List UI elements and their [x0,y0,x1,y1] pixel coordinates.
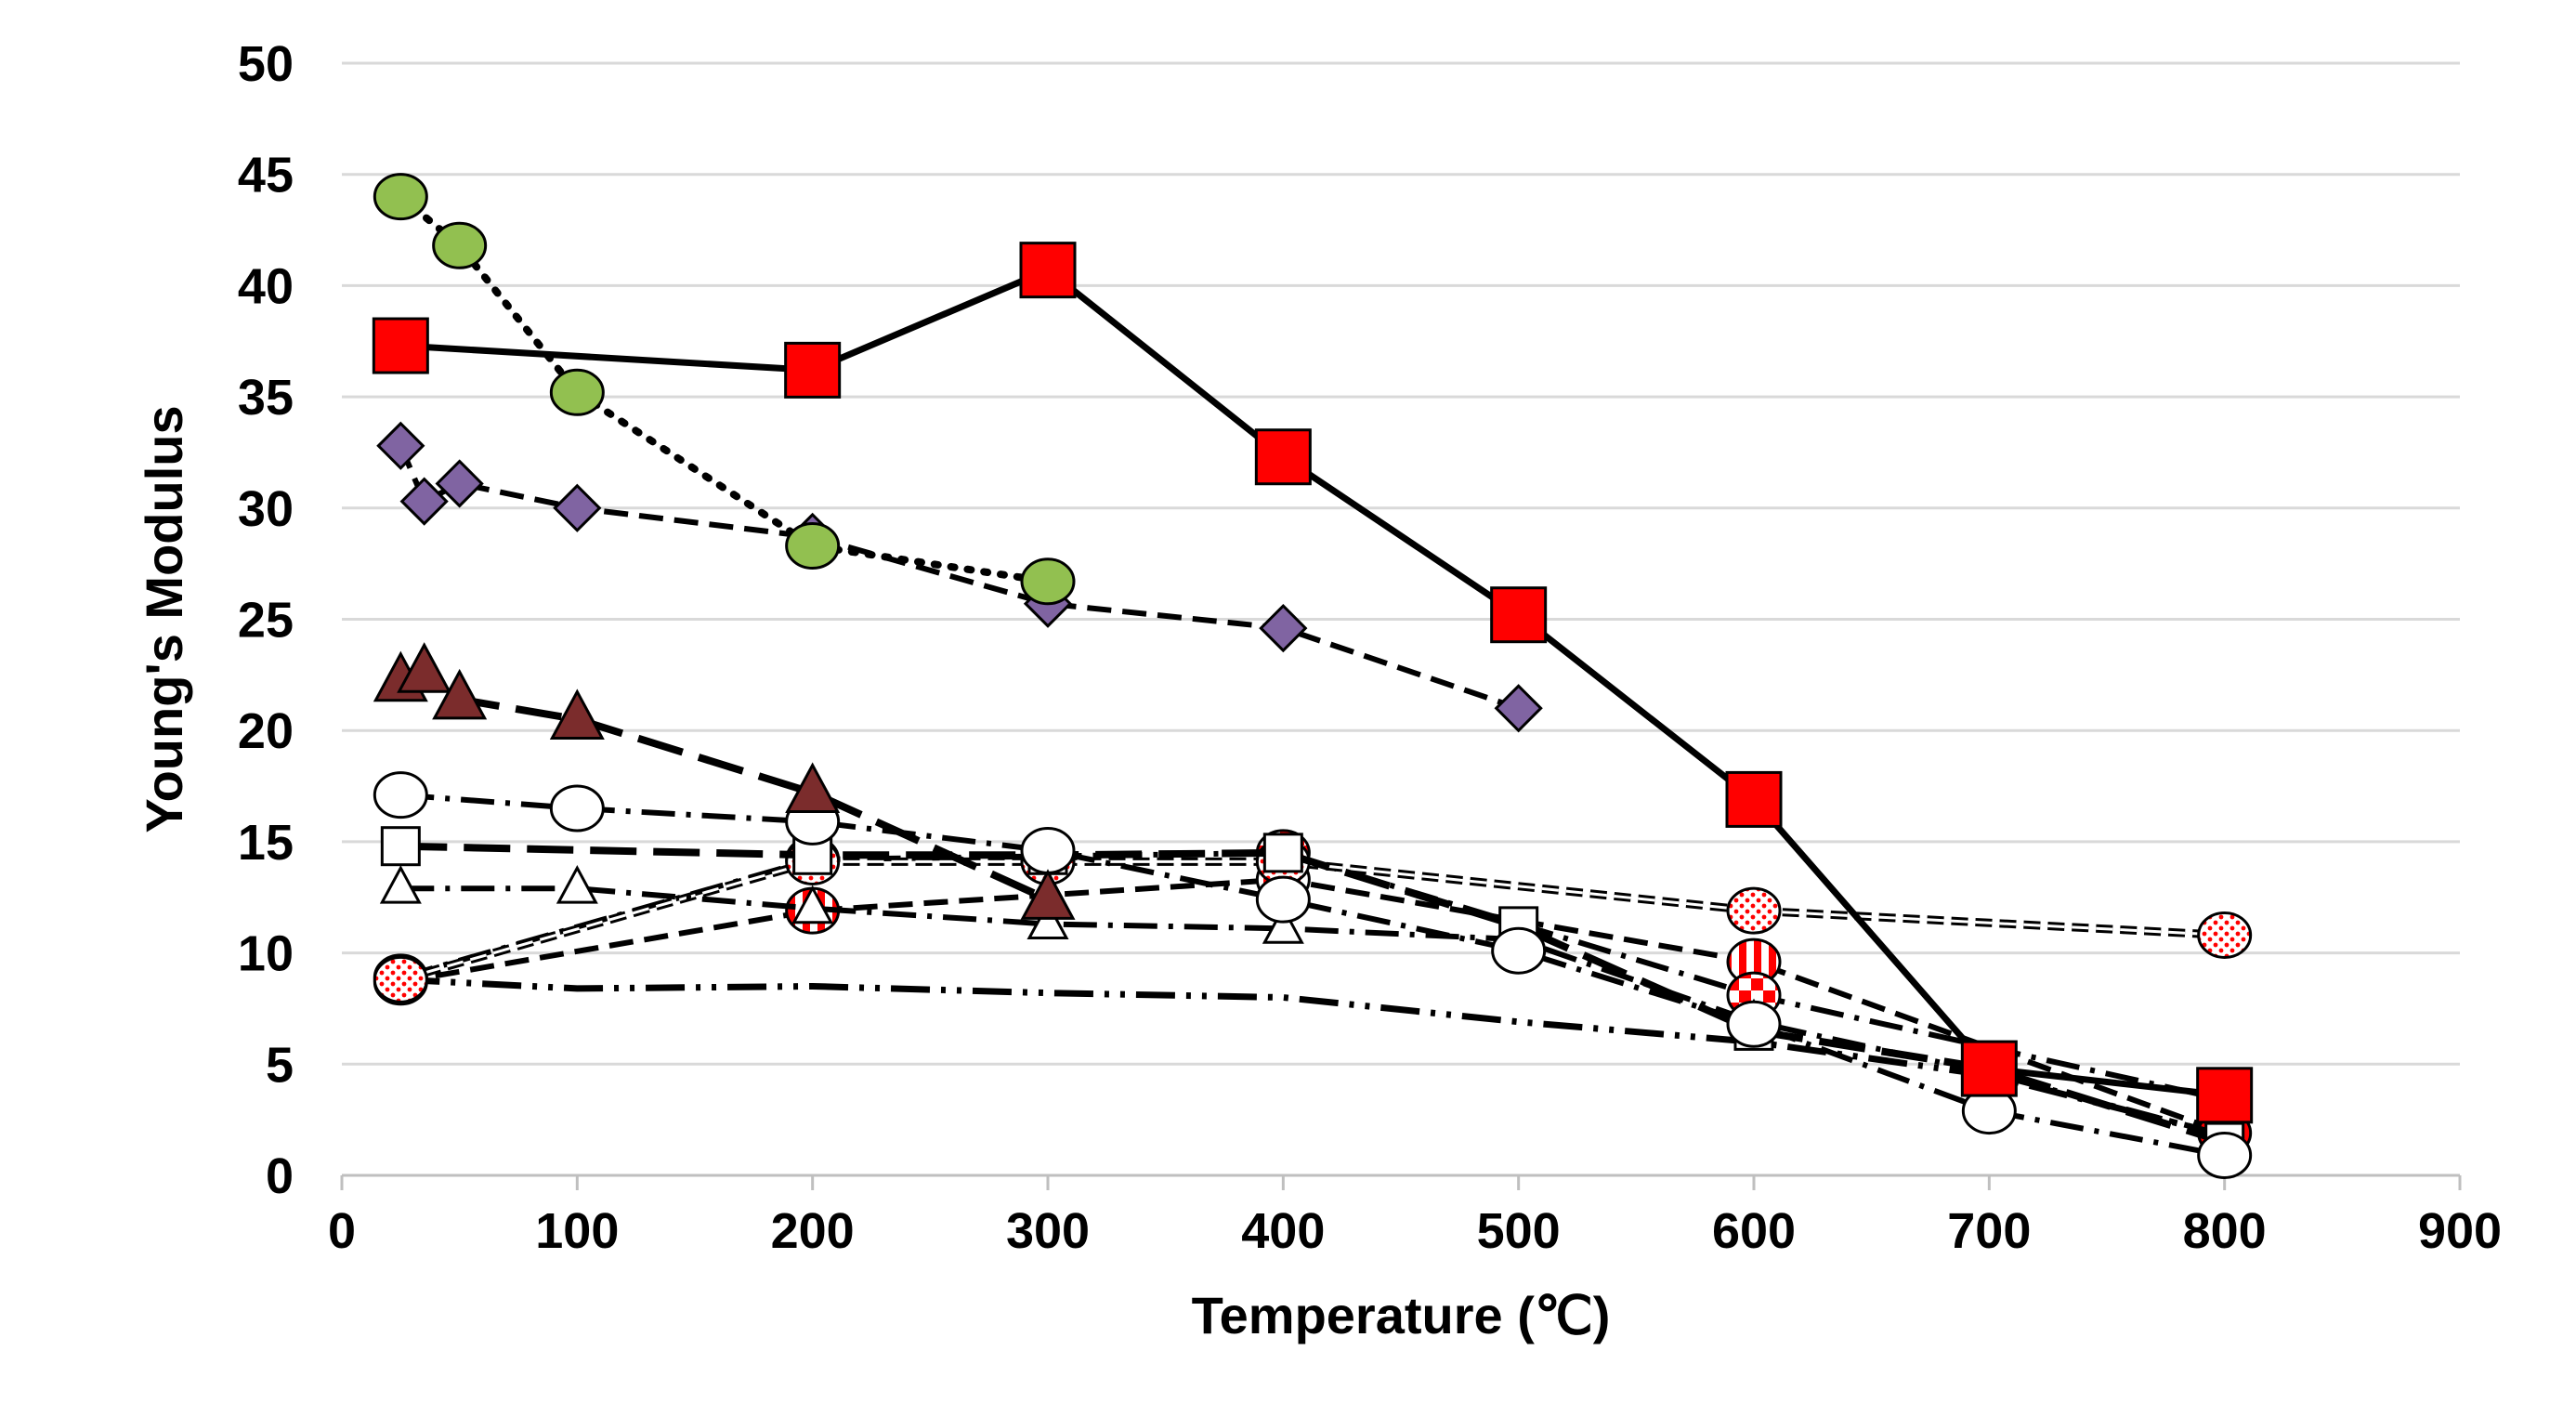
y-tick-label: 20 [238,703,294,759]
red-squares-point-7 [2196,1067,2254,1124]
open-triangles-point-1 [556,865,598,904]
open-circles-point-8 [2197,1131,2253,1179]
series-plain-line [400,976,2226,1139]
x-tick-label: 600 [1712,1203,1796,1259]
dotted-circles-point-4 [1726,886,1782,935]
red-squares-point-3 [1254,428,1312,486]
open-triangles-point-0 [379,865,422,904]
open-squares-point-0 [380,826,421,867]
y-tick-label: 50 [238,36,294,92]
series-line [400,842,2226,1146]
series-line [400,267,2226,1099]
brown-triangles-point-3 [549,688,605,740]
series-line [400,976,2226,1139]
x-tick-label: 500 [1477,1203,1561,1259]
red-squares-point-4 [1490,586,1548,644]
purple-diamonds-point-0 [376,421,425,470]
axes [340,1174,2462,1190]
series-line [398,444,1520,712]
red-squares-point-5 [1725,770,1783,828]
red-squares-point-2 [1019,242,1077,299]
red-squares-point-1 [784,341,842,399]
x-axis-title: Temperature (℃) [1192,1286,1611,1344]
open-circles-point-0 [373,771,428,820]
x-tick-label: 800 [2183,1203,2267,1259]
brown-triangles-point-2 [432,668,488,720]
brown-triangles-point-1 [397,642,452,693]
purple-diamonds-point-2 [435,459,484,508]
x-tick-label: 200 [771,1203,855,1259]
series-line-outer [399,857,2225,984]
green-circles-point-3 [785,521,841,570]
open-circles-point-6 [1726,1000,1782,1048]
series-brown-triangles [373,642,1076,920]
open-squares-point-3 [1262,833,1303,873]
open-triangles-point-3 [1026,900,1069,939]
data-series [372,173,2254,1179]
y-tick-label: 5 [266,1037,294,1093]
brown-triangles-point-4 [785,762,841,813]
x-tick-label: 300 [1006,1203,1090,1259]
green-circles-point-1 [432,221,488,269]
purple-diamonds-point-1 [399,477,449,526]
red-squares-point-6 [1960,1040,2018,1097]
open-triangles-point-4 [1262,905,1304,944]
open-circles-point-4 [1255,875,1311,924]
red-squares-point-0 [372,317,429,374]
series-red-squares [372,242,2254,1124]
open-triangles-point-2 [791,885,834,924]
green-circles-point-2 [549,368,605,416]
purple-diamonds-point-3 [553,483,602,532]
series-green-circles [373,173,1076,606]
y-tick-label: 35 [238,370,294,426]
y-tick-label: 40 [238,258,294,314]
purple-diamonds-point-7 [1494,684,1543,733]
dotted-circles-point-5 [2197,911,2253,959]
y-axis-title: Young's Modulus [135,405,193,833]
series-open-circles [373,771,2253,1179]
x-tick-label: 700 [1947,1203,2031,1259]
x-tick-label: 400 [1241,1203,1325,1259]
x-tick-label: 0 [328,1203,356,1259]
y-tick-label: 0 [266,1148,294,1204]
y-tick-label: 25 [238,593,294,649]
y-tick-label: 10 [238,926,294,982]
y-tick-label: 45 [238,148,294,203]
series-line-inner [399,859,2225,981]
purple-diamonds-point-6 [1259,603,1308,653]
y-tick-label: 15 [238,815,294,871]
brown-triangles-point-5 [1020,869,1076,920]
grid-lines [342,61,2460,1066]
series-purple-diamonds [376,421,1543,733]
y-tick-label: 30 [238,481,294,537]
open-circles-point-5 [1491,926,1547,975]
x-tick-label: 900 [2418,1203,2502,1259]
open-circles-point-1 [549,784,605,833]
x-tick-label: 100 [535,1203,619,1259]
green-circles-point-0 [373,173,428,221]
dotted-circles-point-0 [373,955,428,1003]
green-circles-point-4 [1020,557,1076,606]
open-circles-point-3 [1020,826,1076,874]
